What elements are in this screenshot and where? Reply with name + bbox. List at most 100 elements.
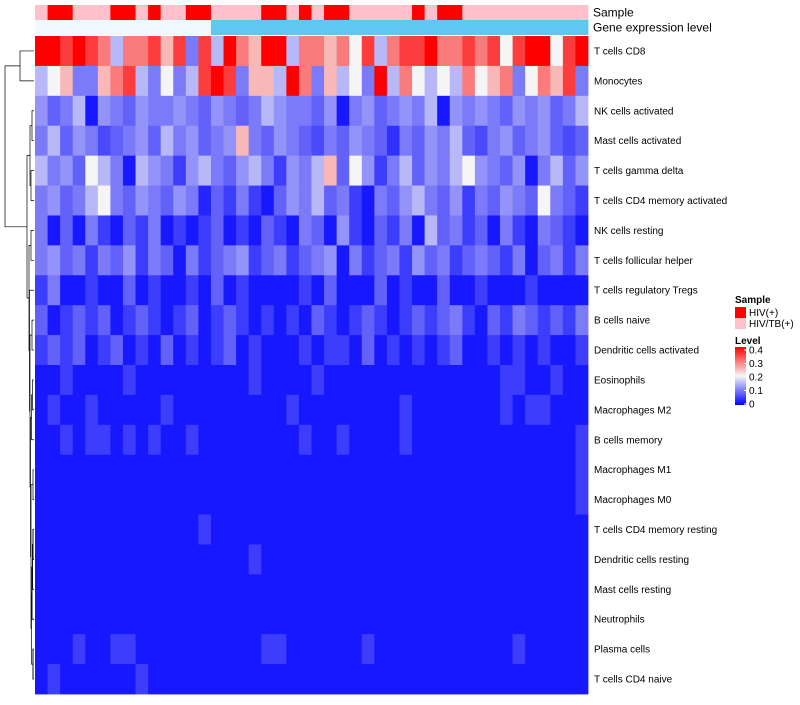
heatmap-cell <box>500 574 513 605</box>
heatmap-cell <box>437 275 451 306</box>
heatmap-cell <box>223 544 237 575</box>
heatmap-cell <box>236 604 250 635</box>
heatmap-cell <box>185 185 199 216</box>
heatmap-cell <box>562 514 576 545</box>
heatmap-cell <box>97 215 111 246</box>
heatmap-cell <box>487 604 501 635</box>
heatmap-cell <box>286 664 300 695</box>
heatmap-cell <box>47 365 61 396</box>
heatmap-cell <box>512 634 526 665</box>
heatmap-cell <box>85 365 99 396</box>
heatmap-cell <box>575 95 589 127</box>
heatmap-cell <box>223 65 237 97</box>
heatmap-cell <box>550 245 564 276</box>
row-label: Mast cells activated <box>594 136 681 147</box>
heatmap-cell <box>424 514 438 545</box>
heatmap-cell <box>562 275 576 306</box>
row-label: NK cells activated <box>594 106 673 117</box>
track-cell <box>273 5 287 20</box>
heatmap-cell <box>512 514 526 545</box>
heatmap-cell <box>135 215 149 246</box>
heatmap-cell <box>550 514 564 545</box>
heatmap-cell <box>462 634 476 665</box>
track-cell <box>512 5 526 20</box>
heatmap-cell <box>449 65 463 97</box>
heatmap-cell <box>550 65 564 97</box>
heatmap-cell <box>185 394 199 426</box>
heatmap-cell <box>122 275 136 306</box>
heatmap-cell <box>236 275 250 306</box>
heatmap-cell <box>72 365 86 396</box>
heatmap-cell <box>185 335 199 366</box>
heatmap-cell <box>361 95 375 127</box>
heatmap-cell <box>298 305 312 336</box>
track-cell <box>462 5 476 20</box>
heatmap-cell <box>198 544 212 575</box>
heatmap-cell <box>399 215 413 246</box>
heatmap-cell <box>311 95 325 127</box>
heatmap-cell <box>198 155 212 186</box>
heatmap-cell <box>311 305 325 336</box>
heatmap-cell <box>311 454 325 486</box>
heatmap-cell <box>525 245 539 276</box>
heatmap-cell <box>97 95 111 127</box>
heatmap-cell <box>575 604 589 635</box>
heatmap-cell <box>474 36 488 67</box>
heatmap-cell <box>311 155 325 186</box>
track-cell <box>412 20 426 35</box>
heatmap-cell <box>311 65 325 97</box>
heatmap-cell <box>236 664 250 695</box>
heatmap-cell <box>210 365 224 396</box>
track-cell <box>210 20 224 35</box>
track-cell <box>525 20 539 35</box>
heatmap-cell <box>261 574 275 605</box>
heatmap-cell <box>261 544 275 575</box>
heatmap-cell <box>298 544 312 575</box>
heatmap-cell <box>248 574 262 605</box>
heatmap-cell <box>148 185 162 216</box>
heatmap-cell <box>35 36 48 67</box>
heatmap-cell <box>361 65 375 97</box>
heatmap-cell <box>223 514 237 545</box>
heatmap-cell <box>386 664 400 695</box>
heatmap-cell <box>575 514 589 545</box>
heatmap-cell <box>386 95 400 127</box>
track-cell <box>248 5 262 20</box>
heatmap-cell <box>462 36 476 67</box>
level-legend-title: Level <box>735 336 761 347</box>
heatmap-cell <box>273 574 287 605</box>
heatmap-cell <box>298 36 312 67</box>
heatmap-cell <box>361 424 375 456</box>
heatmap-cell <box>148 125 162 157</box>
heatmap-cell <box>500 454 513 486</box>
heatmap-cell <box>349 275 363 306</box>
heatmap-cell <box>298 604 312 635</box>
heatmap-cell <box>60 65 74 97</box>
heatmap-cell <box>487 634 501 665</box>
heatmap-cell <box>72 95 86 127</box>
heatmap-cell <box>361 394 375 426</box>
track-cell <box>298 20 312 35</box>
heatmap-cell <box>324 335 338 366</box>
heatmap-cell <box>173 365 187 396</box>
heatmap-cell <box>374 634 388 665</box>
heatmap-cell <box>122 125 136 157</box>
heatmap-cell <box>575 664 589 695</box>
heatmap-cell <box>60 36 74 67</box>
heatmap-cell <box>361 514 375 545</box>
heatmap-cell <box>85 335 99 366</box>
heatmap-cell <box>35 544 48 575</box>
heatmap-cell <box>386 155 400 186</box>
heatmap-cell <box>148 634 162 665</box>
dendrogram-branch <box>30 170 34 201</box>
heatmap-cell <box>412 394 426 426</box>
heatmap-cell <box>474 424 488 456</box>
heatmap-cell <box>500 36 513 67</box>
heatmap-cell <box>399 604 413 635</box>
heatmap-cell <box>47 574 61 605</box>
heatmap-cell <box>361 634 375 665</box>
track-cell <box>550 5 564 20</box>
heatmap-cell <box>361 125 375 157</box>
heatmap-cell <box>110 245 124 276</box>
heatmap-cell <box>148 305 162 336</box>
